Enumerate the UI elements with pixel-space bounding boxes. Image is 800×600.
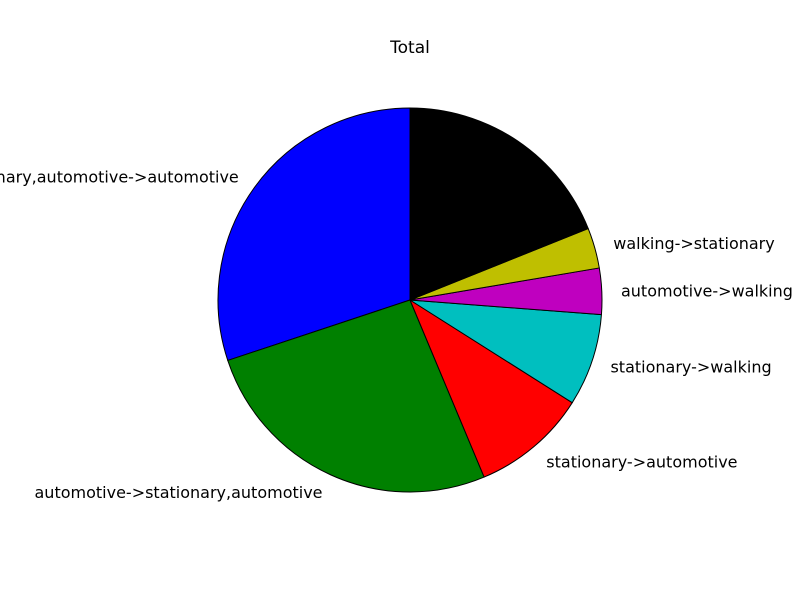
pie-label-2: stationary->automotive [546, 452, 737, 471]
pie-slice-1 [227, 299, 485, 493]
pie-slice-6 [409, 107, 589, 301]
pie-slice-2 [409, 299, 573, 478]
pie-label-5: walking->stationary [613, 234, 774, 253]
pie-slices [217, 107, 603, 493]
chart-title: Total [389, 38, 430, 58]
pie-slice-0 [217, 107, 411, 361]
pie-label-0: stationary,automotive->automotive [0, 167, 239, 186]
pie-slice-3 [409, 299, 602, 404]
pie-label-1: automotive->stationary,automotive [35, 483, 323, 502]
pie-labels: stationary,automotive->automotive automot… [0, 167, 793, 502]
pie-label-4: automotive->walking [621, 281, 793, 300]
pie-label-3: stationary->walking [610, 357, 771, 376]
